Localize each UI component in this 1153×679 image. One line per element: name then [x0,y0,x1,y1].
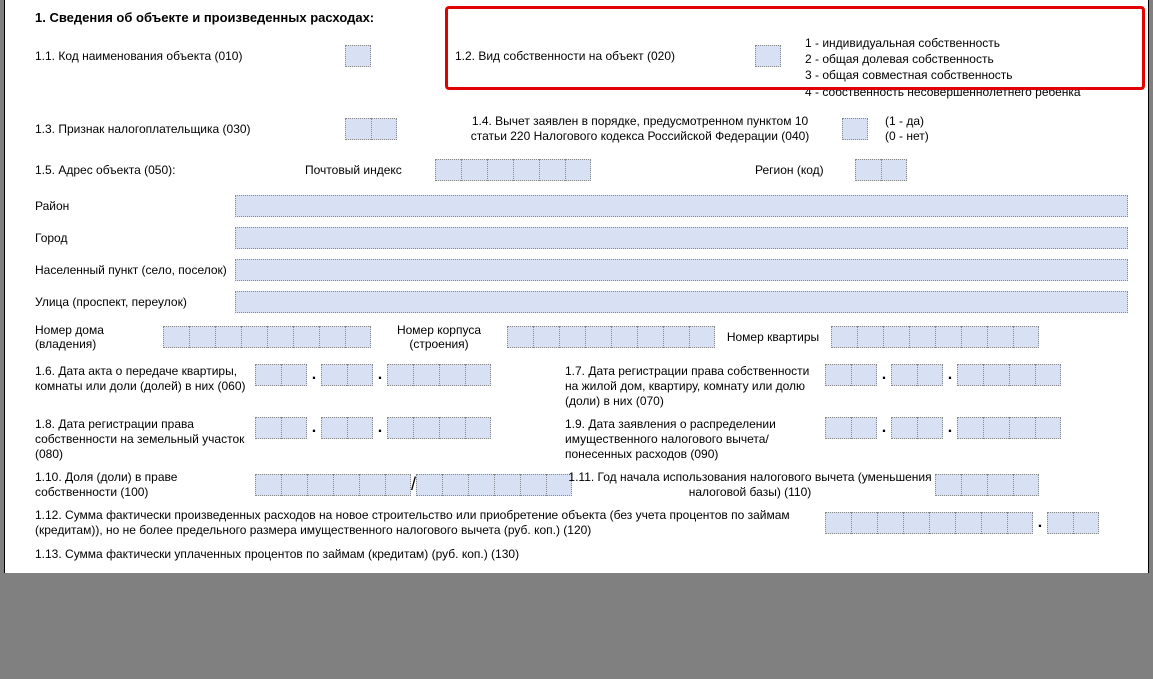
row-1-5: 1.5. Адрес объекта (050): Почтовый индек… [35,159,1128,181]
label-1-5: 1.5. Адрес объекта (050): [35,163,175,177]
label-house: Номер дома (владения) [35,323,155,352]
input-030[interactable] [345,118,397,140]
input-110[interactable] [935,474,1039,496]
row-1-12: 1.12. Сумма фактически произведенных рас… [35,508,1128,539]
label-1-12: 1.12. Сумма фактически произведенных рас… [35,508,825,539]
row-1-3-1-4: 1.3. Признак налогоплательщика (030) 1.4… [35,114,1128,145]
label-1-10: 1.10. Доля (доли) в праве собственности … [35,470,255,500]
input-district[interactable] [235,195,1128,217]
label-city: Город [35,231,235,245]
legend-020-1: 1 - индивидуальная собственность [805,35,1081,51]
legend-040: (1 - да) (0 - нет) [885,114,929,145]
input-100-b[interactable] [416,474,572,496]
input-apt[interactable] [831,326,1039,348]
input-070-d[interactable] [825,364,877,386]
row-1-1-1-2: 1.1. Код наименования объекта (010) 1.2.… [35,35,1128,100]
label-building: Номер корпуса (строения) [379,323,499,352]
input-070-m[interactable] [891,364,943,386]
label-1-3: 1.3. Признак налогоплательщика (030) [35,122,251,136]
input-house[interactable] [163,326,371,348]
input-090-m[interactable] [891,417,943,439]
dot-sep: . [877,366,891,384]
row-street: Улица (проспект, переулок) [35,291,1128,313]
label-1-4: 1.4. Вычет заявлен в порядке, предусмотр… [455,114,825,145]
label-postal: Почтовый индекс [305,163,402,177]
dot-sep: . [1033,514,1047,532]
input-010[interactable] [345,45,371,67]
dot-sep: . [943,419,957,437]
label-apt: Номер квартиры [723,330,823,344]
label-1-2: 1.2. Вид собственности на объект (020) [455,49,675,63]
legend-020-4: 4 - собственность несовершеннолетнего ре… [805,84,1081,100]
input-120-r[interactable] [825,512,1033,534]
row-city: Город [35,227,1128,249]
row-1-8-1-9: 1.8. Дата регистрации права собственност… [35,417,1128,462]
input-postal[interactable] [435,159,591,181]
legend-040-2: (0 - нет) [885,129,929,145]
label-region: Регион (код) [755,163,824,177]
input-080-y[interactable] [387,417,491,439]
input-060-d[interactable] [255,364,307,386]
row-1-6-1-7: 1.6. Дата акта о передаче квартиры, комн… [35,364,1128,409]
dot-sep: . [373,419,387,437]
input-020[interactable] [755,45,781,67]
row-1-13: 1.13. Сумма фактически уплаченных процен… [35,547,1128,563]
label-street: Улица (проспект, переулок) [35,295,235,309]
legend-020-2: 2 - общая долевая собственность [805,51,1081,67]
input-locality[interactable] [235,259,1128,281]
label-1-7: 1.7. Дата регистрации права собственност… [565,364,825,409]
input-080-m[interactable] [321,417,373,439]
input-street[interactable] [235,291,1128,313]
row-locality: Населенный пункт (село, поселок) [35,259,1128,281]
row-district: Район [35,195,1128,217]
section-title: 1. Сведения об объекте и произведенных р… [35,10,1128,25]
input-120-k[interactable] [1047,512,1099,534]
dot-sep: . [307,366,321,384]
legend-020: 1 - индивидуальная собственность 2 - общ… [805,35,1081,100]
label-1-6: 1.6. Дата акта о передаче квартиры, комн… [35,364,255,394]
label-1-9: 1.9. Дата заявления о распределении имущ… [565,417,825,462]
label-district: Район [35,199,235,213]
input-region[interactable] [855,159,907,181]
dot-sep: . [307,419,321,437]
input-080-d[interactable] [255,417,307,439]
label-1-11: 1.11. Год начала использования налоговог… [565,470,935,500]
input-city[interactable] [235,227,1128,249]
legend-020-3: 3 - общая совместная собственность [805,67,1081,83]
row-house: Номер дома (владения) Номер корпуса (стр… [35,323,1128,352]
label-1-13: 1.13. Сумма фактически уплаченных процен… [35,547,825,563]
input-100-a[interactable] [255,474,411,496]
dot-sep: . [373,366,387,384]
input-building[interactable] [507,326,715,348]
input-060-m[interactable] [321,364,373,386]
input-070-y[interactable] [957,364,1061,386]
input-040[interactable] [842,118,868,140]
label-locality: Населенный пункт (село, поселок) [35,263,235,277]
label-1-1: 1.1. Код наименования объекта (010) [35,49,242,63]
legend-040-1: (1 - да) [885,114,929,130]
label-1-8: 1.8. Дата регистрации права собственност… [35,417,255,462]
dot-sep: . [877,419,891,437]
row-1-10-1-11: 1.10. Доля (доли) в праве собственности … [35,470,1128,500]
input-090-d[interactable] [825,417,877,439]
input-090-y[interactable] [957,417,1061,439]
form-page: 1. Сведения об объекте и произведенных р… [4,0,1149,573]
dot-sep: . [943,366,957,384]
input-060-y[interactable] [387,364,491,386]
